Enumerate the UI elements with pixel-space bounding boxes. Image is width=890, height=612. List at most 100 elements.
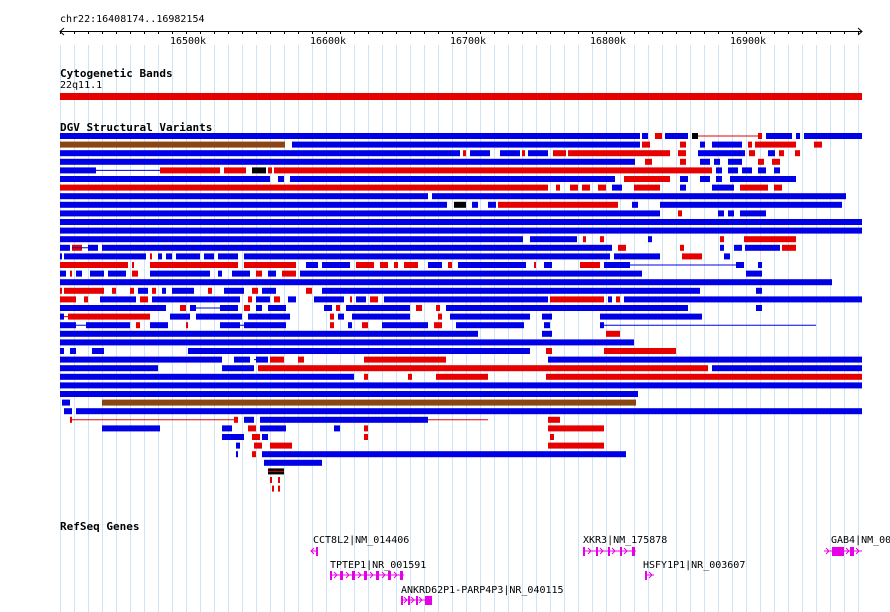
dgv-variant xyxy=(463,150,466,157)
dgv-variant xyxy=(208,287,212,294)
dgv-variant xyxy=(60,244,70,251)
dgv-variant xyxy=(548,416,560,423)
dgv-variant xyxy=(624,176,670,182)
dgv-variant xyxy=(742,167,752,174)
dgv-variant xyxy=(322,287,700,294)
dgv-variant xyxy=(270,442,292,449)
gene-strand-arrow xyxy=(310,547,315,555)
dgv-variant xyxy=(300,270,642,277)
dgv-variant xyxy=(112,287,116,294)
dgv-variant xyxy=(62,399,70,406)
dgv-variant xyxy=(448,262,452,268)
dgv-variant xyxy=(60,184,548,191)
dgv-variant xyxy=(678,210,682,217)
dgv-variant xyxy=(348,322,352,329)
dgv-variant xyxy=(370,296,378,303)
dgv-variant xyxy=(270,356,284,363)
dgv-variant xyxy=(140,296,148,303)
dgv-variant xyxy=(364,373,368,380)
dgv-variant xyxy=(716,167,722,174)
dgv-variant xyxy=(132,270,138,277)
dgv-variant xyxy=(60,365,158,372)
dgv-variant xyxy=(665,133,688,139)
dgv-variant xyxy=(270,477,272,483)
dgv-variant xyxy=(60,339,634,346)
gene-exon xyxy=(376,571,379,580)
dgv-variant xyxy=(550,434,554,440)
dgv-variant xyxy=(102,244,612,251)
dgv-variant xyxy=(60,382,862,389)
dgv-variant xyxy=(60,279,832,286)
dgv-variant xyxy=(244,416,254,423)
dgv-variant xyxy=(712,141,742,148)
dgv-variant xyxy=(498,201,618,208)
dgv-variant xyxy=(740,184,768,191)
dgv-variant xyxy=(232,270,250,277)
dgv-variant xyxy=(100,296,136,303)
dgv-variant xyxy=(60,313,64,320)
dgv-variant xyxy=(322,262,350,268)
dgv-variant xyxy=(804,133,862,139)
dgv-variant xyxy=(614,253,660,260)
dgv-variant xyxy=(796,133,800,139)
dgv-variant xyxy=(218,270,222,277)
dgv-variant xyxy=(488,201,496,208)
ruler-right-arrow xyxy=(857,27,863,36)
dgv-variant xyxy=(356,262,374,268)
dgv-variant xyxy=(298,356,304,363)
dgv-variant xyxy=(758,262,762,268)
dgv-variant xyxy=(436,373,488,380)
dgv-variant xyxy=(180,305,186,311)
dgv-variant xyxy=(758,158,764,165)
gene-label-tptep1: TPTEP1|NR_001591 xyxy=(330,560,426,571)
dgv-variant xyxy=(132,262,134,268)
dgv-variant xyxy=(700,141,705,148)
dgv-variant xyxy=(102,425,160,432)
gene-strand-arrow xyxy=(333,571,338,579)
dgv-variant xyxy=(634,184,660,191)
dgv-variant xyxy=(740,210,766,217)
dgv-variant xyxy=(60,373,354,380)
gene-strand-arrow xyxy=(418,596,423,604)
dgv-variant xyxy=(282,270,296,277)
dgv-variant xyxy=(522,150,525,157)
dgv-variant xyxy=(136,322,140,329)
dgv-variant xyxy=(814,141,822,148)
ruler-tick-label: 16800k xyxy=(590,36,626,47)
dgv-variant xyxy=(60,141,285,148)
dgv-variant xyxy=(290,176,615,182)
dgv-variant xyxy=(224,167,246,174)
gene-exon xyxy=(416,596,418,605)
dgv-variant xyxy=(268,270,276,277)
dgv-variant xyxy=(382,322,428,329)
gene-strand-arrow xyxy=(369,571,374,579)
refseq-track-title: RefSeq Genes xyxy=(60,520,140,533)
dgv-variant xyxy=(606,330,620,337)
gene-exon xyxy=(596,547,598,556)
gene-exon xyxy=(352,571,355,580)
dgv-variant xyxy=(172,287,194,294)
cytoband-bar xyxy=(60,93,862,100)
dgv-variant xyxy=(698,150,745,157)
dgv-variant xyxy=(408,373,412,380)
dgv-variant xyxy=(60,193,428,200)
dgv-variant xyxy=(306,262,318,268)
dgv-variant xyxy=(264,459,322,466)
dgv-variant xyxy=(730,176,796,182)
dgv-variant xyxy=(262,434,268,440)
dgv-variant xyxy=(350,296,352,303)
dgv-variant xyxy=(60,356,222,363)
dgv-variant xyxy=(336,305,340,311)
dgv-variant xyxy=(720,236,724,243)
dgv-variant xyxy=(772,158,780,165)
dgv-variant xyxy=(234,416,238,423)
dgv-variant xyxy=(60,270,66,277)
dgv-variant xyxy=(324,305,332,311)
dgv-variant xyxy=(600,236,604,243)
dgv-variant xyxy=(330,322,334,329)
cytoband-track-title: Cytogenetic Bands xyxy=(60,67,173,80)
dgv-variant xyxy=(660,201,842,208)
dgv-variant xyxy=(618,244,626,251)
dgv-variant xyxy=(718,210,724,217)
